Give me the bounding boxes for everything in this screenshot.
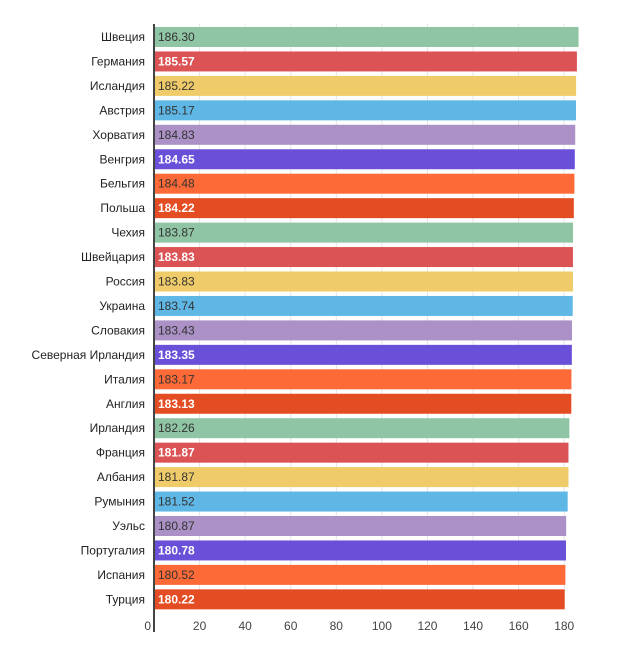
category-label: Италия	[104, 372, 145, 386]
value-label: 184.48	[158, 177, 195, 191]
x-tick-labels: 0 20 40 60 80 100 120 140 160 180	[144, 619, 574, 633]
value-label: 185.57	[158, 54, 195, 68]
value-label: 183.43	[158, 323, 195, 337]
category-label: Польша	[100, 201, 145, 215]
value-label: 180.52	[158, 568, 195, 582]
category-label: Украина	[99, 299, 145, 313]
value-label: 181.52	[158, 495, 195, 509]
value-label: 182.26	[158, 421, 195, 435]
bars-group	[154, 27, 579, 610]
value-label: 183.83	[158, 275, 195, 289]
bar	[154, 344, 572, 365]
value-label: 185.22	[158, 79, 195, 93]
value-label: 180.87	[158, 519, 195, 533]
bar	[154, 271, 573, 292]
value-label: 181.87	[158, 446, 195, 460]
x-tick-label: 80	[330, 619, 344, 633]
category-label: Португалия	[81, 543, 145, 557]
bar	[154, 100, 576, 121]
bar	[154, 173, 575, 194]
bar	[154, 75, 577, 96]
value-label: 186.30	[158, 30, 195, 44]
category-label: Россия	[106, 275, 145, 289]
category-label: Исландия	[90, 79, 145, 93]
category-label: Турция	[106, 592, 145, 606]
category-label: Германия	[91, 54, 145, 68]
bar	[154, 295, 573, 316]
value-label: 185.17	[158, 103, 195, 117]
value-label: 183.87	[158, 226, 195, 240]
value-label: 184.65	[158, 152, 195, 166]
bar	[154, 320, 573, 341]
bar	[154, 589, 565, 610]
category-label: Румыния	[94, 495, 145, 509]
category-label: Словакия	[91, 323, 145, 337]
bar	[154, 540, 566, 561]
bar	[154, 51, 577, 72]
value-label: 184.83	[158, 128, 195, 142]
bar	[154, 491, 568, 512]
bar	[154, 198, 574, 219]
category-label: Ирландия	[90, 421, 145, 435]
category-label: Уэльс	[112, 519, 145, 533]
bar	[154, 124, 576, 145]
category-label: Хорватия	[92, 128, 145, 142]
x-tick-label: 60	[284, 619, 298, 633]
bar	[154, 516, 567, 536]
category-label: Северная Ирландия	[32, 348, 145, 362]
grid-lines	[199, 24, 565, 608]
value-label: 183.17	[158, 372, 195, 386]
category-label: Испания	[97, 568, 145, 582]
x-tick-label: 120	[417, 619, 437, 633]
value-labels: 186.30 185.57 185.22 185.17 184.83 184.65 184.…	[158, 30, 195, 606]
category-label: Венгрия	[99, 152, 145, 166]
category-labels: Швеция Германия Исландия Австрия Хорватия Вен…	[32, 30, 146, 606]
category-label: Франция	[96, 446, 145, 460]
value-label: 181.87	[158, 470, 195, 484]
bar	[154, 393, 572, 414]
value-label: 183.13	[158, 397, 195, 411]
bar	[154, 442, 569, 463]
x-tick-label: 100	[372, 619, 392, 633]
category-label: Англия	[106, 397, 145, 411]
value-label: 183.74	[158, 299, 195, 313]
bar	[154, 418, 570, 439]
x-tick-label: 160	[509, 619, 529, 633]
bar	[154, 564, 566, 585]
x-tick-label: 20	[193, 619, 207, 633]
category-label: Швейцария	[81, 250, 145, 264]
x-tick-label: 40	[238, 619, 252, 633]
bar	[154, 149, 575, 170]
category-label: Австрия	[99, 103, 145, 117]
bar	[154, 222, 574, 243]
category-label: Албания	[97, 470, 145, 484]
x-tick-label: 140	[463, 619, 483, 633]
value-label: 180.22	[158, 592, 195, 606]
bar	[154, 27, 579, 47]
category-label: Швеция	[101, 30, 145, 44]
value-label: 180.78	[158, 543, 195, 557]
category-label: Бельгия	[100, 177, 145, 191]
bar	[154, 467, 569, 488]
value-label: 183.35	[158, 348, 195, 362]
bar	[154, 369, 572, 390]
value-label: 184.22	[158, 201, 195, 215]
category-label: Чехия	[111, 226, 145, 240]
x-tick-label: 0	[144, 619, 151, 633]
value-label: 183.83	[158, 250, 195, 264]
x-tick-label: 180	[554, 619, 574, 633]
bar	[154, 247, 573, 268]
